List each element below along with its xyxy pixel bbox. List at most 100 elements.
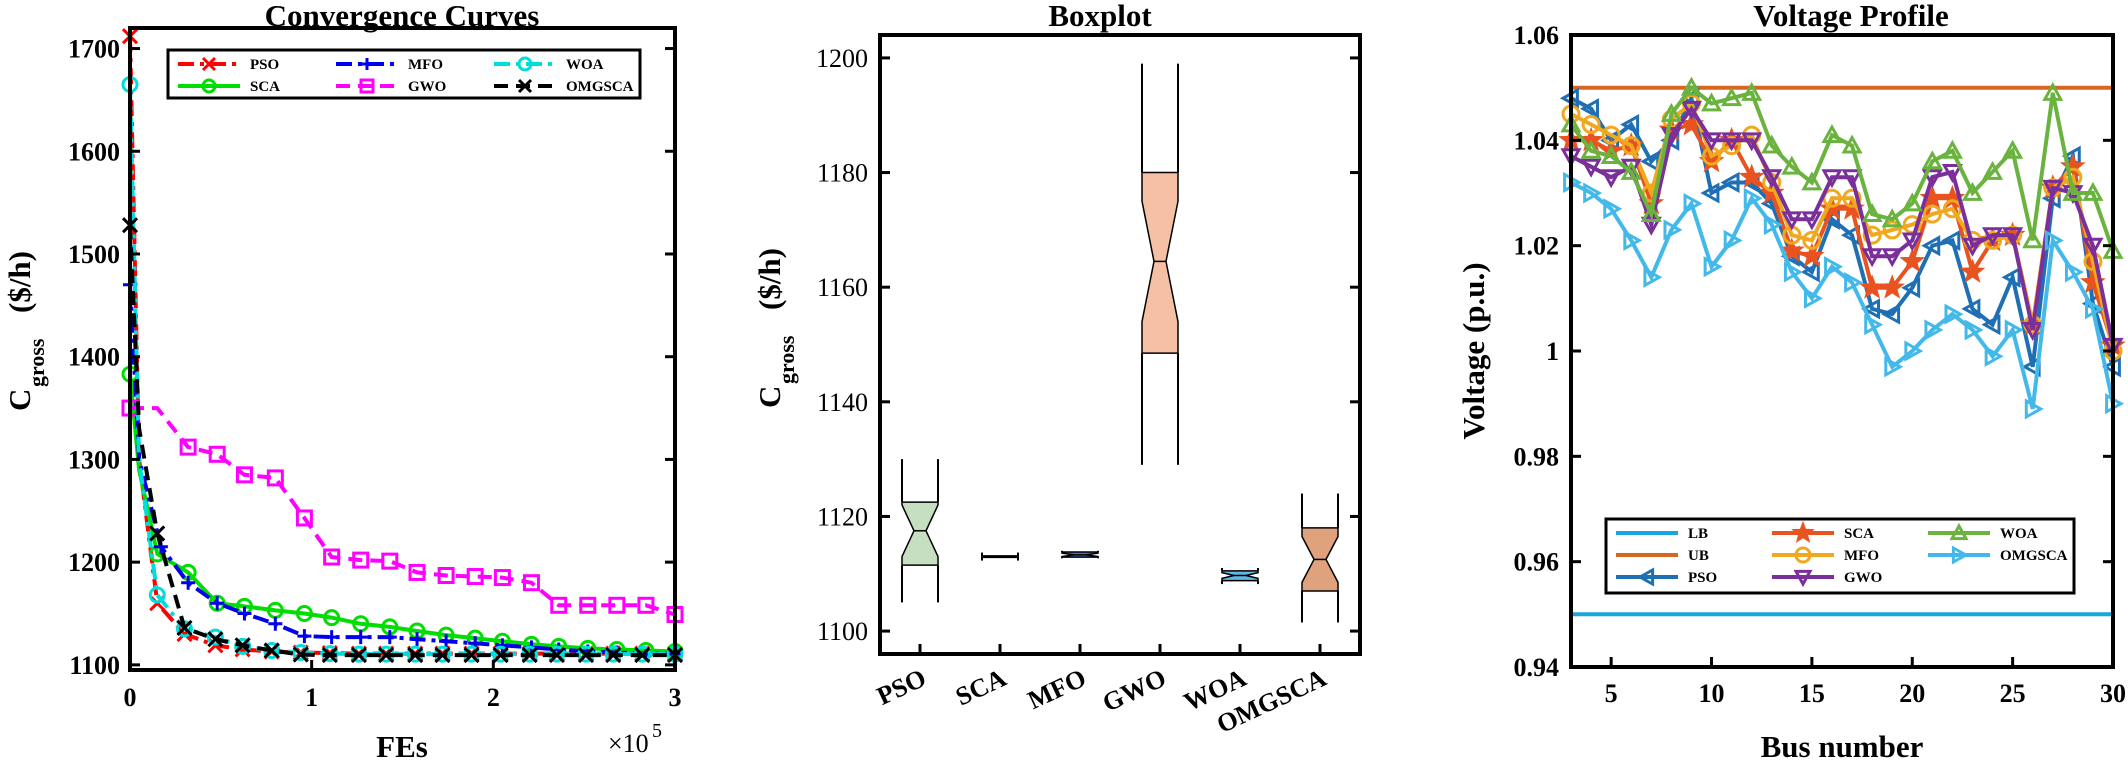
data-point-mfo [1802,230,1822,250]
legend-label-mfo: MFO [408,57,443,73]
data-point-woa [1700,92,1723,112]
data-point-mfo [1581,115,1601,135]
series-line-sca [128,374,676,654]
convergence-ylabel-sub: gross [24,338,49,387]
boxplot-title: Boxplot [1048,0,1152,33]
data-point-omgsca [605,647,622,664]
data-point-mfo [1842,188,1862,208]
data-point-woa [1901,192,1923,212]
data-point-gwo [2002,227,2024,247]
data-point-gwo [1881,248,1903,268]
y-tick-label: 0.96 [1514,548,1560,577]
data-point-gwo [1721,132,1743,152]
data-point-gwo [2022,322,2044,342]
data-point-omgsca [1824,256,1844,278]
data-point-gwo [1680,100,1702,120]
series-line-woa [1569,84,2115,252]
data-point-mfo [1722,136,1742,156]
data-point-pso [1800,261,1820,283]
data-point-omgsca [1964,319,1984,341]
legend-marker-omgsca [517,78,533,94]
legend-marker-pso [201,56,217,72]
data-point-gwo [1600,169,1622,189]
data-point-pso [1921,235,1941,257]
y-tick-label: 1500 [68,240,120,269]
y-tick-label: 1100 [69,651,120,680]
y-tick-label: 1700 [68,35,120,64]
data-point-mfo [1862,225,1882,245]
data-point-woa [234,637,252,655]
data-point-woa [1841,134,1863,154]
legend-label-woa: WOA [566,57,604,73]
data-point-sca [1859,274,1886,299]
data-point-omgsca [2064,261,2084,283]
data-point-gwo [381,552,399,570]
y-tick-label: 1300 [68,445,120,474]
data-point-woa [1801,171,1823,191]
y-tick-label: 1200 [68,548,120,577]
data-point-woa [1982,160,2004,180]
data-point-sca [1738,163,1765,189]
series-line-gwo [130,406,676,617]
legend-marker-mfo [1794,546,1812,564]
data-point-mfo [439,634,454,649]
data-point-omgsca [492,647,509,664]
x-tick-label: 10 [1699,679,1725,708]
data-point-gwo [1580,158,1602,178]
data-point-mfo [297,629,312,644]
legend-marker-pso [1636,567,1655,587]
box-body-pso [901,501,939,566]
x-tick-label-sca: SCA [951,663,1011,711]
data-point-sca [1959,258,1986,283]
data-point-gwo [608,596,626,614]
data-point-mfo [1601,125,1621,145]
legend-marker-gwo [359,78,375,94]
data-point-pso [1961,298,1981,320]
y-tick-label: 1200 [816,44,868,73]
data-point-omgsca [350,647,367,664]
data-point-woa [1821,123,1843,143]
data-point-gwo [1841,169,1863,189]
data-point-woa [1660,102,1682,122]
boxplot-ylabel-unit: ($/h) [752,248,787,310]
data-point-omgsca [263,642,280,659]
box-woa [1221,568,1259,585]
convergence-x-exponent: ×10 [608,729,649,758]
data-point-omgsca [1783,261,1803,283]
legend-marker-sca [201,78,217,94]
legend-marker-mfo [361,58,373,70]
data-point-omgsca [2024,398,2044,420]
data-point-omgsca [1984,345,2004,367]
convergence-ylabel: C gross ($/h) [2,251,49,411]
data-point-omgsca [1763,214,1783,236]
data-point-mfo [324,630,339,645]
data-point-gwo [579,596,597,614]
data-point-omgsca [634,647,651,664]
data-point-gwo [1700,132,1723,152]
boxplot-ylabel: C gross ($/h) [752,248,799,408]
box-gwo [1141,63,1179,465]
data-point-omgsca [1583,182,1603,204]
series-line-omgsca [128,225,675,658]
convergence-ylabel-unit: ($/h) [2,251,37,313]
data-point-omgsca [1723,229,1743,251]
box-pso [901,459,939,603]
data-point-gwo [352,551,370,569]
data-point-gwo [522,574,540,592]
box-omgsca [1301,493,1339,623]
data-point-pso [1901,277,1921,299]
legend-box [166,48,642,100]
data-point-omgsca [463,647,480,664]
data-point-gwo [1801,211,1823,231]
x-tick-label: 0 [124,683,137,712]
y-tick-label: 1.06 [1514,21,1560,50]
legend-label-woa: WOA [2000,526,2038,542]
x-tick-label: 20 [1899,679,1925,708]
legend-label-sca: SCA [1844,526,1874,542]
data-point-mfo [353,630,368,645]
data-point-pso [2001,266,2021,288]
data-point-gwo [208,445,226,463]
x-tick-label: 1 [305,683,318,712]
convergence-ylabel-main: C [2,389,37,411]
data-point-gwo [437,566,455,584]
